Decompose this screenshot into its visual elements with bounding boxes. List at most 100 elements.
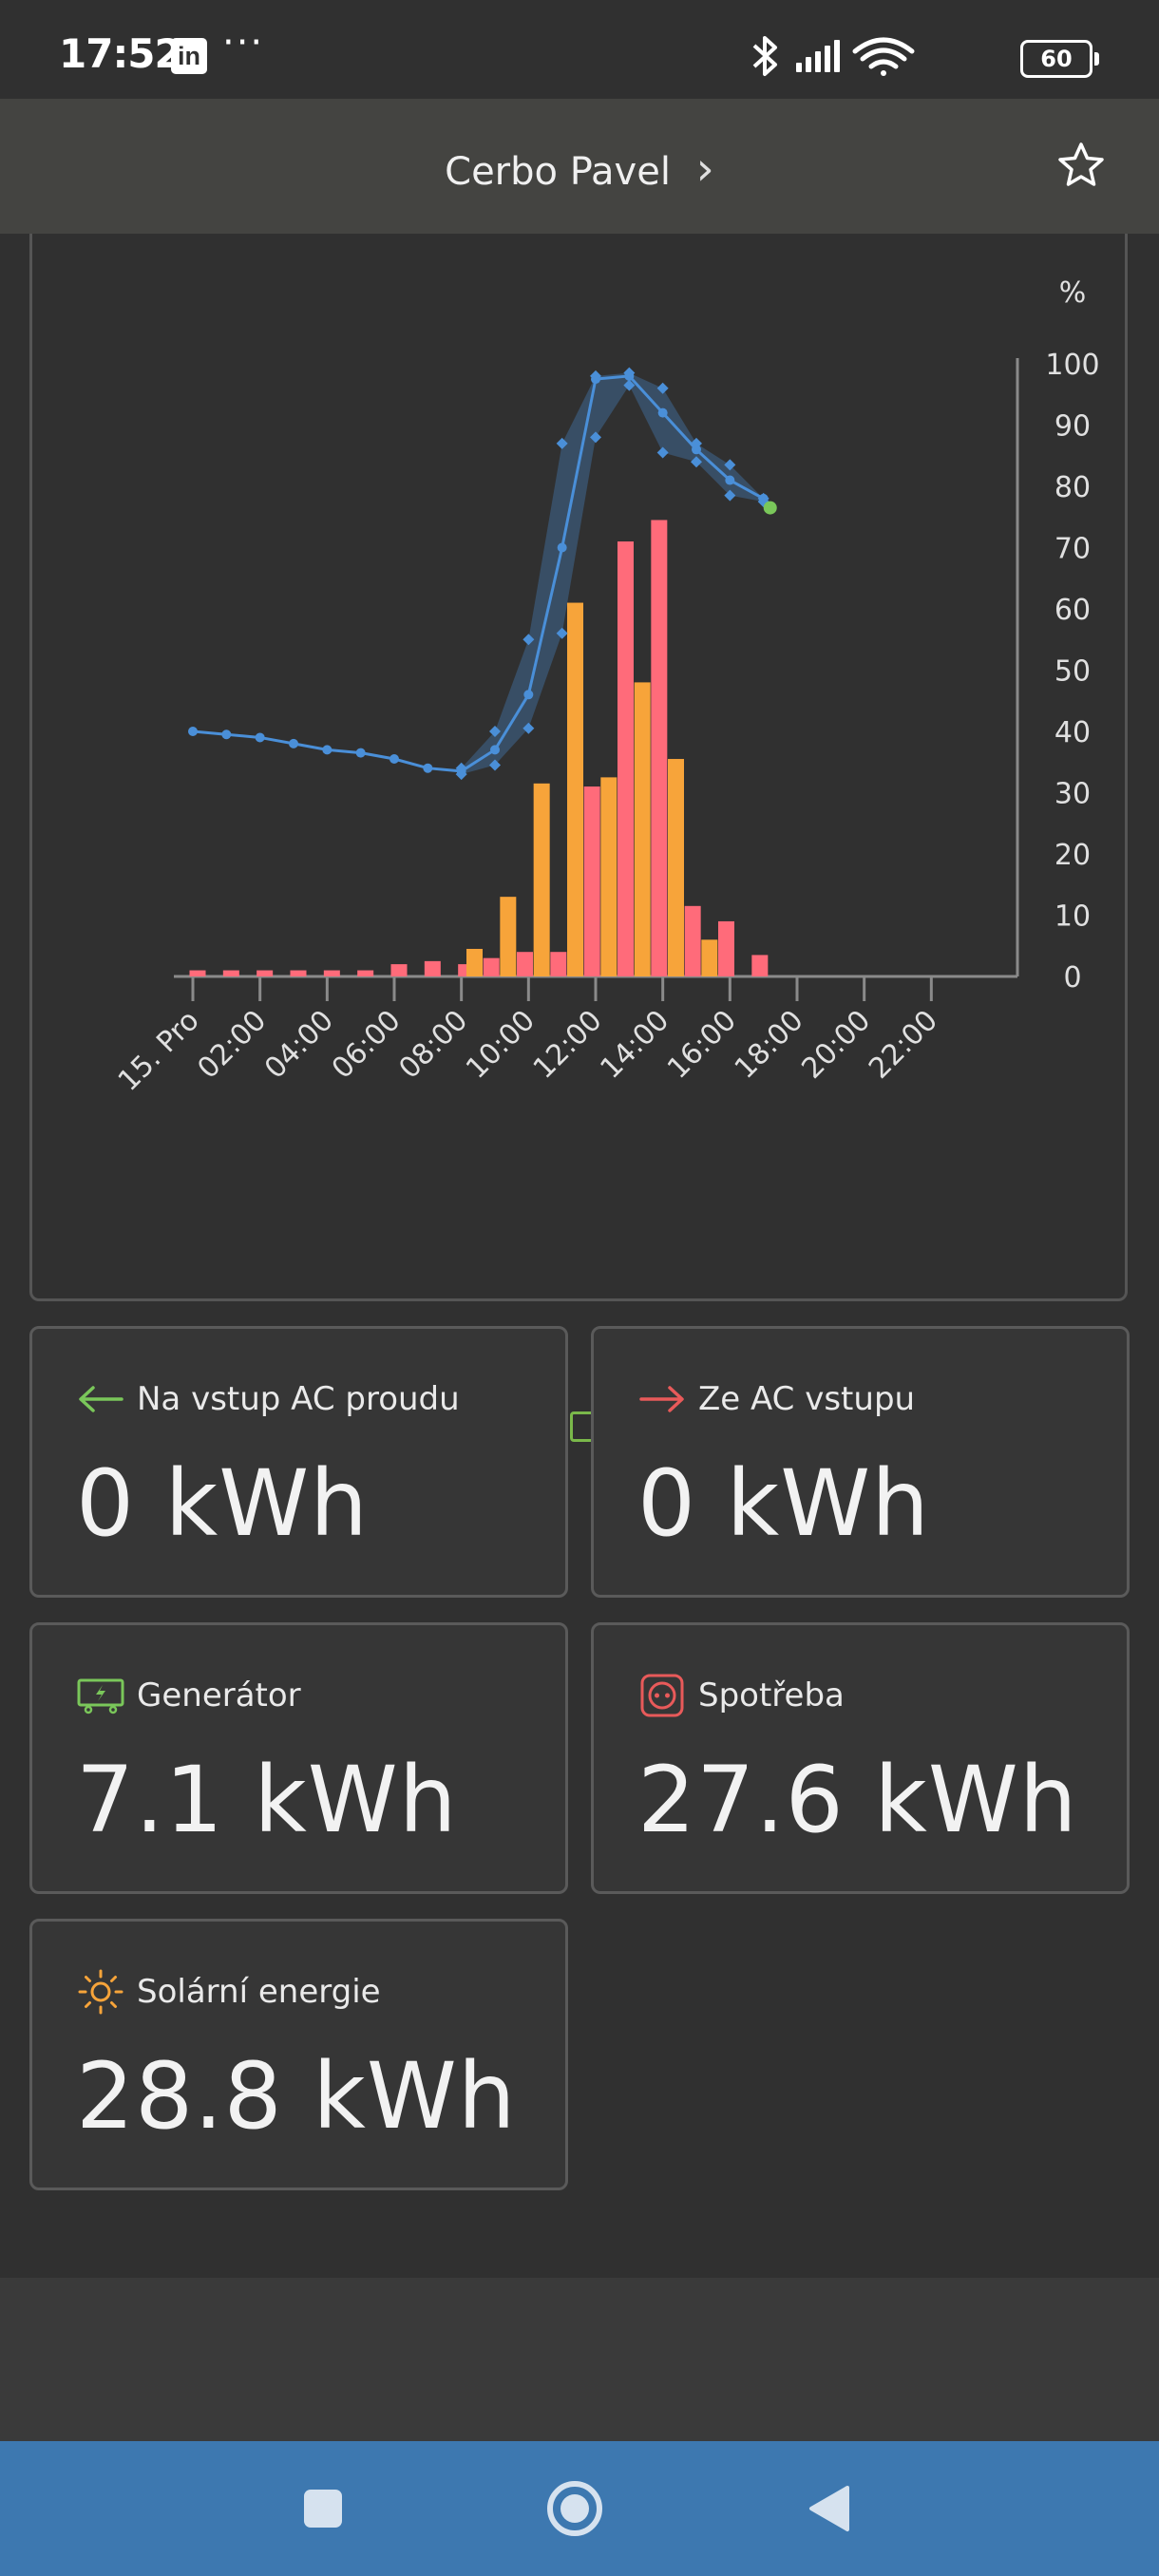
- battery-range-marker: [691, 437, 702, 449]
- bottom-area: [0, 2278, 1159, 2441]
- battery-point: [322, 745, 332, 755]
- arrow-left-icon: [76, 1378, 125, 1420]
- tile-solar[interactable]: Solární energie 28.8 kWh: [29, 1919, 568, 2190]
- bar-consumption: [189, 970, 206, 976]
- battery-range-marker: [724, 459, 736, 471]
- tile-consumption[interactable]: Spotřeba 27.6 kWh: [591, 1622, 1130, 1894]
- x-tick-label: 16:00: [661, 1004, 743, 1086]
- battery-range-marker: [522, 722, 535, 734]
- tile-ac-input[interactable]: Na vstup AC proudu 0 kWh: [29, 1326, 568, 1598]
- battery-range-marker: [691, 456, 702, 468]
- bar-consumption: [550, 952, 567, 976]
- bar-consumption: [483, 957, 500, 976]
- bar-solar: [466, 948, 483, 976]
- x-tick-label: 04:00: [258, 1004, 340, 1086]
- y-tick-label: 20: [1054, 839, 1091, 872]
- x-tick-label: 20:00: [795, 1004, 877, 1086]
- battery-point: [423, 763, 433, 773]
- battery-icon: 60: [1020, 40, 1099, 78]
- x-tick-label: 02:00: [191, 1004, 273, 1086]
- tile-value: 0 kWh: [637, 1450, 930, 1557]
- bar-consumption: [684, 905, 701, 976]
- star-outline-icon[interactable]: [1056, 141, 1106, 190]
- home-button[interactable]: [518, 2441, 632, 2576]
- battery-range-marker: [724, 489, 736, 502]
- tile-label: Na vstup AC proudu: [137, 1380, 460, 1418]
- bar-solar: [600, 777, 618, 976]
- bar-solar: [634, 682, 651, 976]
- device-title-button[interactable]: Cerbo Pavel ›: [0, 142, 1159, 196]
- y-tick-label: 70: [1054, 533, 1091, 566]
- battery-point: [523, 690, 534, 700]
- bar-consumption: [256, 970, 274, 976]
- y-tick-label: 60: [1054, 594, 1091, 627]
- signal-icon: [796, 40, 840, 72]
- bar-consumption: [390, 964, 408, 976]
- bar-consumption: [290, 970, 307, 976]
- bluetooth-icon: [752, 36, 777, 76]
- battery-point: [490, 745, 500, 755]
- generator-icon: [76, 1675, 125, 1716]
- linkedin-icon: in: [171, 38, 207, 74]
- battery-point: [255, 732, 265, 743]
- bar-consumption: [718, 920, 734, 976]
- x-tick-label: 10:00: [460, 1004, 542, 1086]
- tile-label: Generátor: [137, 1676, 301, 1714]
- chevron-right-icon: ›: [695, 142, 714, 196]
- battery-range-marker: [455, 768, 467, 781]
- battery-line: [192, 374, 765, 773]
- battery-range-marker: [656, 382, 669, 394]
- battery-current-point: [763, 501, 777, 515]
- bar-solar: [533, 783, 550, 976]
- bar-consumption: [618, 541, 634, 976]
- battery-point: [289, 738, 298, 748]
- tile-generator[interactable]: Generátor 7.1 kWh: [29, 1622, 568, 1894]
- energy-chart-card: % 100 90 80 70 60 50 40 30 20 10 0 15. Pro 02:00 04:00…: [29, 234, 1130, 1443]
- home-circle-icon: [547, 2481, 602, 2536]
- device-title: Cerbo Pavel: [445, 150, 671, 194]
- status-time: 17:52: [59, 30, 182, 77]
- socket-icon: [637, 1674, 687, 1717]
- recents-button[interactable]: [266, 2441, 380, 2576]
- battery-point: [355, 748, 366, 758]
- y-tick-label: 90: [1054, 410, 1091, 444]
- more-notifications-icon: ···: [222, 21, 265, 65]
- battery-point: [221, 729, 232, 740]
- y-tick-label: 0: [1063, 961, 1081, 994]
- y-tick-label: 10: [1054, 900, 1091, 934]
- bar-consumption: [357, 970, 374, 976]
- battery-point: [188, 727, 198, 736]
- tile-value: 27.6 kWh: [637, 1747, 1078, 1853]
- tile-value: 0 kWh: [76, 1450, 369, 1557]
- status-icons: [752, 36, 915, 76]
- battery-range-marker: [590, 369, 601, 382]
- bar-consumption: [751, 955, 769, 976]
- arrow-right-icon: [637, 1378, 687, 1420]
- tile-value: 28.8 kWh: [76, 2043, 517, 2150]
- tile-label: Ze AC vstupu: [698, 1380, 916, 1418]
- battery-range-marker: [623, 379, 636, 391]
- wifi-icon: [852, 37, 915, 76]
- bar-consumption: [517, 952, 533, 976]
- tile-from-ac-input[interactable]: Ze AC vstupu 0 kWh: [591, 1326, 1130, 1598]
- bar-consumption: [323, 970, 340, 976]
- bar-consumption: [222, 970, 239, 976]
- battery-point: [390, 754, 399, 765]
- back-triangle-icon: [809, 2486, 849, 2531]
- x-tick-label: 14:00: [594, 1004, 675, 1086]
- x-tick-label: 22:00: [863, 1004, 944, 1086]
- back-button[interactable]: [771, 2441, 885, 2576]
- system-nav-bar: [0, 2441, 1159, 2576]
- bar-solar: [668, 759, 684, 976]
- x-tick-label: 06:00: [326, 1004, 408, 1086]
- battery-range-marker: [556, 437, 568, 449]
- y-tick-label: 100: [1045, 349, 1099, 382]
- bar-consumption: [424, 960, 441, 976]
- battery-range-marker: [623, 367, 636, 379]
- y-unit-label: %: [1059, 276, 1087, 310]
- recents-square-icon: [304, 2490, 342, 2528]
- tile-label: Spotřeba: [698, 1676, 845, 1714]
- y-tick-label: 30: [1054, 778, 1091, 811]
- tile-value: 7.1 kWh: [76, 1747, 458, 1853]
